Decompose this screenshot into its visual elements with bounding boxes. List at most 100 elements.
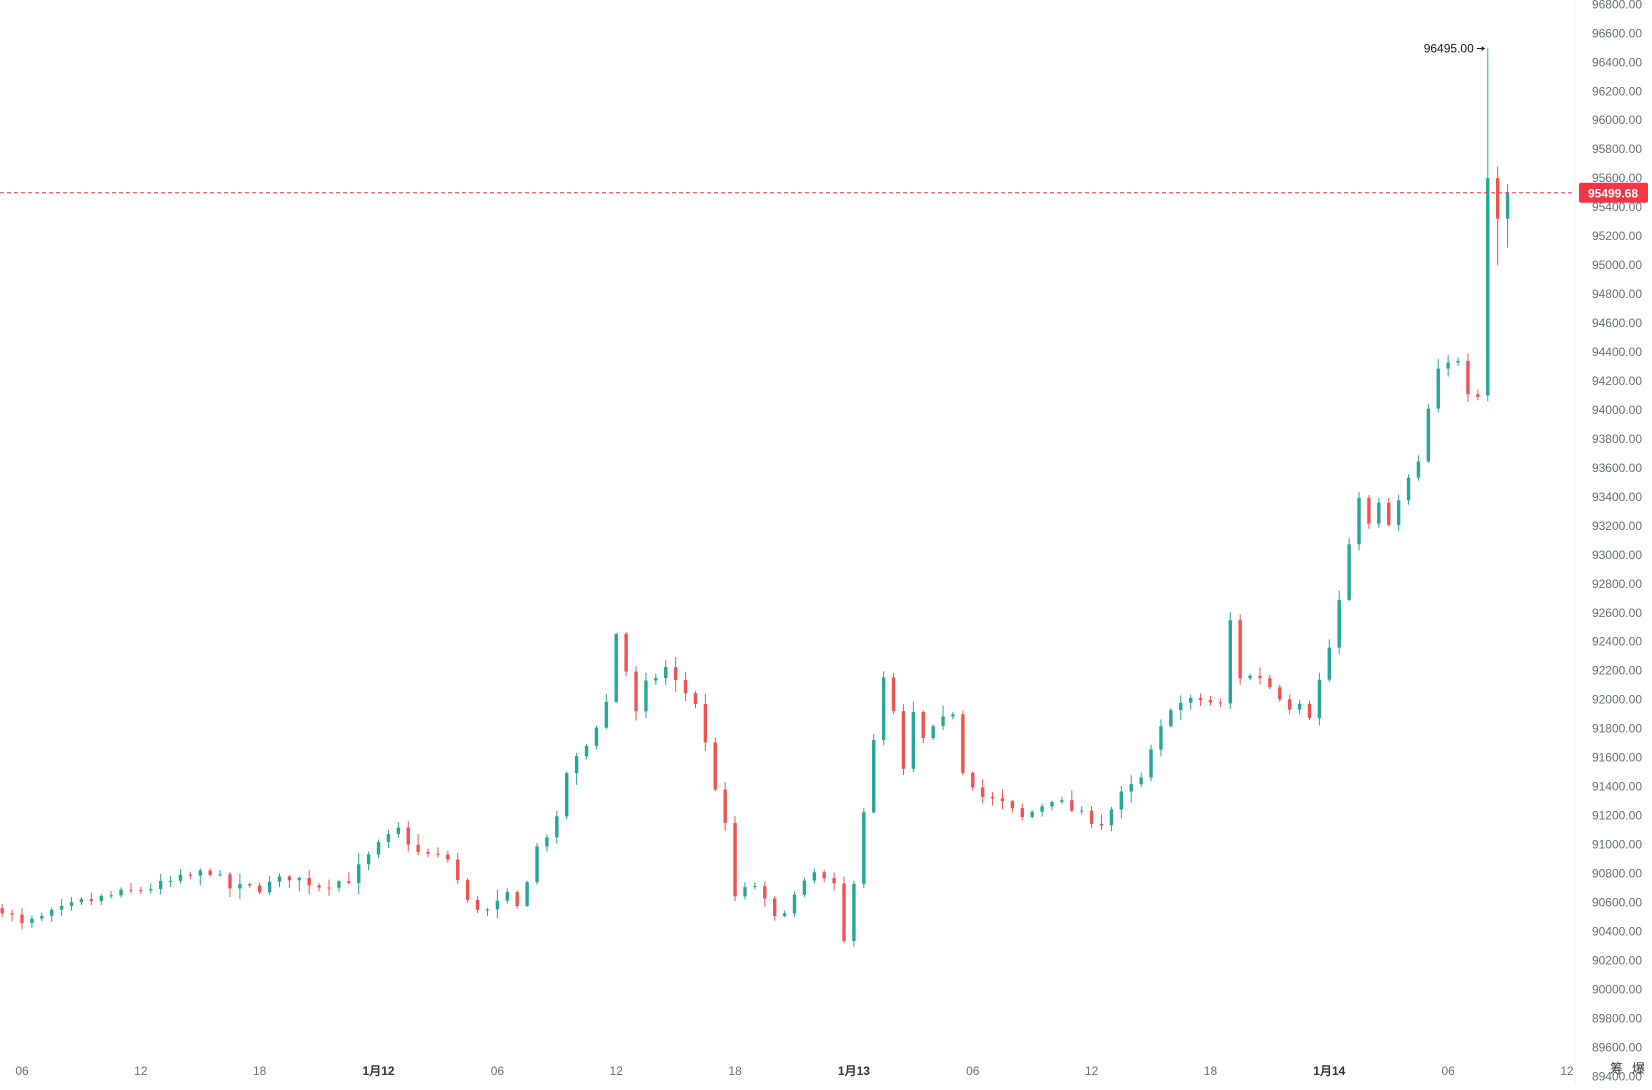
candle-body[interactable] [99,895,103,902]
candle-body[interactable] [287,876,292,881]
candle-body[interactable] [208,870,212,875]
candle-body[interactable] [327,887,331,889]
candle-body[interactable] [782,913,787,917]
candle-body[interactable] [515,892,519,906]
candle-body[interactable] [584,745,589,756]
candle-body[interactable] [30,918,34,924]
candle-body[interactable] [475,899,480,910]
candle-body[interactable] [1099,823,1104,826]
candle-body[interactable] [426,851,430,854]
candle-body[interactable] [713,742,717,790]
candle-body[interactable] [1416,461,1421,478]
candle-body[interactable] [1089,810,1094,824]
candle-body[interactable] [40,915,44,919]
candle-body[interactable] [465,880,470,900]
candle-body[interactable] [1000,798,1005,802]
candle-body[interactable] [822,872,826,879]
candle-body[interactable] [1179,702,1183,711]
candle-body[interactable] [1139,777,1143,785]
candle-body[interactable] [79,899,84,903]
candle-body[interactable] [644,680,648,712]
candle-body[interactable] [1278,687,1282,700]
candle-body[interactable] [69,902,74,906]
candle-body[interactable] [565,773,569,817]
candle-body[interactable] [317,885,321,888]
candle-body[interactable] [248,884,252,886]
candle-body[interactable] [1248,675,1252,679]
candle-body[interactable] [218,874,222,876]
candle-body[interactable] [971,772,975,788]
candle-body[interactable] [832,878,836,884]
candle-body[interactable] [862,812,866,884]
candle-body[interactable] [792,894,797,914]
candle-body[interactable] [634,671,638,712]
candle-body[interactable] [1060,800,1064,802]
candle-body[interactable] [802,880,807,895]
candle-body[interactable] [990,797,995,799]
candle-body[interactable] [733,822,737,897]
candle-body[interactable] [168,880,173,882]
candle-body[interactable] [109,895,113,897]
chip-distribution-button[interactable]: 筹 [1610,1061,1624,1076]
candle-body[interactable] [911,711,916,769]
candle-body[interactable] [416,844,420,852]
candle-body[interactable] [1020,808,1024,817]
candle-body[interactable] [1050,801,1054,807]
time-axis[interactable]: 06 12 18 1月12 06 12 18 1月13 06 12 18 1月14 06 12 [15,1064,1574,1078]
candle-body[interactable] [337,881,341,888]
candle-body[interactable] [1495,178,1500,219]
candle-body[interactable] [743,887,747,897]
candle-body[interactable] [1436,368,1440,409]
candle-body[interactable] [525,882,529,906]
candle-body[interactable] [406,827,410,845]
candle-body[interactable] [178,874,183,881]
candle-body[interactable] [1456,360,1460,363]
candle-body[interactable] [158,880,163,889]
candle-body[interactable] [683,679,688,694]
candle-body[interactable] [1287,699,1292,710]
candle-body[interactable] [1129,784,1133,792]
candle-body[interactable] [1119,791,1124,810]
candle-body[interactable] [139,889,143,891]
candle-body[interactable] [20,914,24,924]
candle-body[interactable] [673,667,678,680]
candle-body[interactable] [1505,192,1510,219]
candle-body[interactable] [59,905,64,910]
liquidation-button[interactable]: 爆 [1632,1061,1646,1076]
candle-body[interactable] [436,853,440,855]
candle-body[interactable] [446,854,450,860]
candle-body[interactable] [1476,394,1480,397]
candle-body[interactable] [366,854,371,865]
candle-body[interactable] [257,885,262,893]
candle-body[interactable] [545,837,549,847]
candle-body[interactable] [238,884,242,889]
candle-body[interactable] [723,789,727,823]
candle-body[interactable] [1010,801,1015,809]
candle-body[interactable] [50,909,54,916]
candle-body[interactable] [980,787,985,798]
candle-body[interactable] [307,877,311,886]
candle-body[interactable] [1198,697,1203,701]
candle-body[interactable] [1377,502,1381,524]
candle-body[interactable] [753,886,757,888]
candle-body[interactable] [1446,362,1450,369]
candle-body[interactable] [1387,502,1391,526]
candle-body[interactable] [1149,749,1153,778]
candle-body[interactable] [1307,703,1312,718]
candle-body[interactable] [842,883,846,941]
candle-body[interactable] [1030,811,1034,817]
candle-body[interactable] [891,677,896,712]
candle-body[interactable] [10,913,14,915]
candle-body[interactable] [772,898,777,917]
candle-body[interactable] [624,633,628,672]
candle-body[interactable] [703,704,708,743]
candle-body[interactable] [1070,800,1074,811]
candle-body[interactable] [852,883,856,941]
candle-body[interactable] [357,864,361,884]
candle-body[interactable] [376,842,381,855]
candle-body[interactable] [267,881,272,893]
candle-body[interactable] [812,872,817,881]
candle-body[interactable] [1357,497,1361,545]
candle-body[interactable] [951,714,955,717]
candle-body[interactable] [0,908,4,914]
